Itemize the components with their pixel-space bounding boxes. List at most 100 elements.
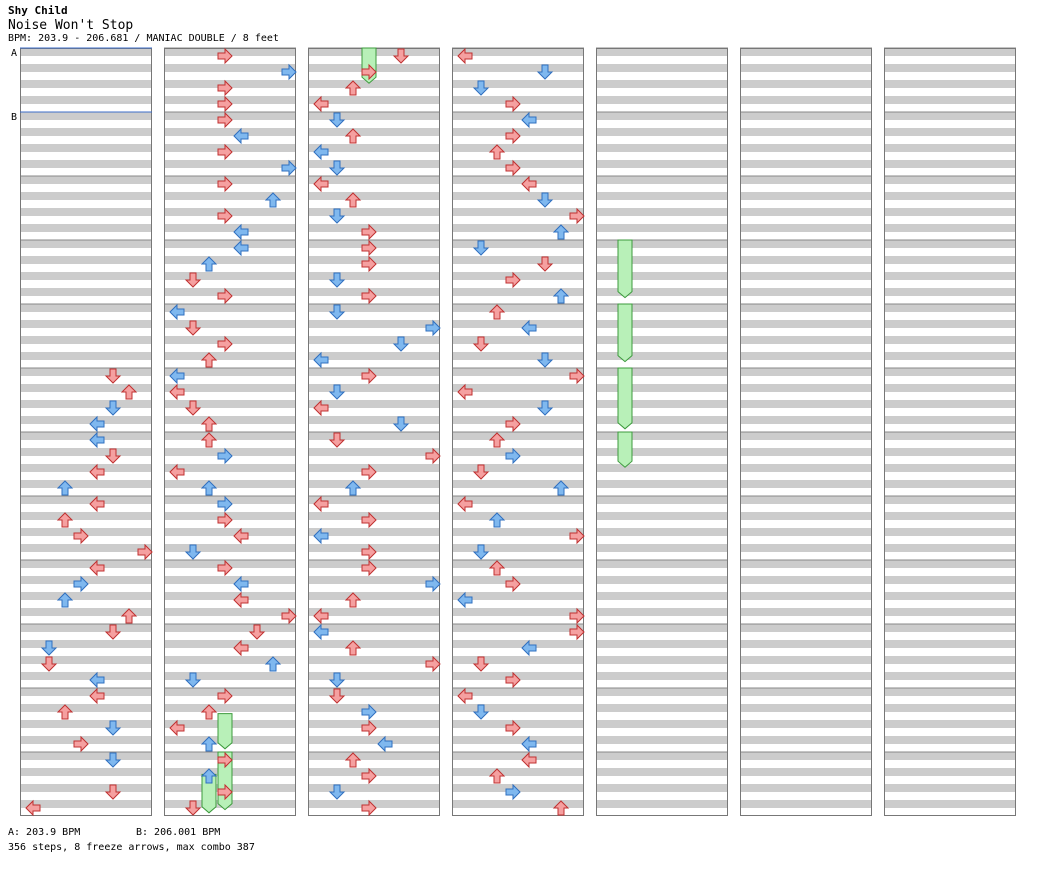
beat-stripe — [740, 608, 872, 616]
beat-stripe — [596, 192, 728, 200]
beat-stripe — [20, 576, 152, 584]
beat-stripe — [308, 672, 440, 680]
beat-stripe — [884, 256, 1016, 264]
beat-stripe — [20, 688, 152, 696]
beat-stripe — [452, 416, 584, 424]
beat-stripe — [884, 656, 1016, 664]
beat-stripe — [596, 576, 728, 584]
beat-stripe — [596, 336, 728, 344]
beat-stripe — [452, 656, 584, 664]
chart-info: BPM: 203.9 - 206.681 / MANIAC DOUBLE / 8… — [8, 33, 279, 44]
beat-stripe — [740, 416, 872, 424]
beat-stripe — [20, 64, 152, 72]
beat-stripe — [20, 672, 152, 680]
beat-stripe — [740, 384, 872, 392]
beat-stripe — [884, 688, 1016, 696]
beat-stripe — [596, 320, 728, 328]
beat-stripe — [308, 304, 440, 312]
beat-stripe — [884, 528, 1016, 536]
beat-stripe — [20, 288, 152, 296]
beat-stripe — [452, 352, 584, 360]
beat-stripe — [596, 656, 728, 664]
beat-stripe — [596, 384, 728, 392]
beat-stripe — [308, 96, 440, 104]
beat-stripe — [20, 336, 152, 344]
beat-stripe — [20, 656, 152, 664]
beat-stripe — [308, 368, 440, 376]
beat-stripe — [884, 80, 1016, 88]
beat-stripe — [164, 320, 296, 328]
beat-stripe — [20, 464, 152, 472]
beat-stripe — [20, 352, 152, 360]
beat-stripe — [308, 384, 440, 392]
beat-stripe — [884, 624, 1016, 632]
beat-stripe — [452, 720, 584, 728]
beat-stripe — [164, 240, 296, 248]
beat-stripe — [164, 496, 296, 504]
beat-stripe — [884, 640, 1016, 648]
beat-stripe — [740, 352, 872, 360]
beat-stripe — [596, 592, 728, 600]
beat-stripe — [740, 464, 872, 472]
beat-stripe — [164, 304, 296, 312]
beat-stripe — [452, 704, 584, 712]
chart-stats: 356 steps, 8 freeze arrows, max combo 38… — [8, 842, 255, 853]
beat-stripe — [452, 384, 584, 392]
beat-stripe — [740, 496, 872, 504]
song-header: Shy Child Noise Won't Stop BPM: 203.9 - … — [8, 4, 279, 44]
beat-stripe — [164, 608, 296, 616]
beat-stripe — [308, 768, 440, 776]
beat-stripe — [884, 352, 1016, 360]
beat-stripe — [164, 448, 296, 456]
beat-stripe — [884, 240, 1016, 248]
beat-stripe — [164, 416, 296, 424]
beat-stripe — [308, 160, 440, 168]
beat-stripe — [740, 144, 872, 152]
beat-stripe — [740, 512, 872, 520]
beat-stripe — [452, 224, 584, 232]
beat-stripe — [308, 528, 440, 536]
beat-stripe — [20, 112, 152, 120]
beat-stripe — [740, 336, 872, 344]
beat-stripe — [596, 528, 728, 536]
beat-stripe — [164, 480, 296, 488]
beat-stripe — [452, 560, 584, 568]
beat-stripe — [740, 224, 872, 232]
beat-stripe — [308, 544, 440, 552]
freeze-arrow — [617, 367, 633, 430]
beat-stripe — [596, 368, 728, 376]
beat-stripe — [308, 112, 440, 120]
beat-stripe — [164, 368, 296, 376]
beat-stripe — [452, 672, 584, 680]
beat-stripe — [164, 272, 296, 280]
beat-stripe — [20, 144, 152, 152]
chart-column — [164, 47, 296, 816]
beat-stripe — [740, 656, 872, 664]
beat-stripe — [596, 64, 728, 72]
beat-stripe — [20, 608, 152, 616]
beat-stripe — [740, 704, 872, 712]
beat-stripe — [740, 720, 872, 728]
beat-stripe — [308, 800, 440, 808]
beat-stripe — [164, 192, 296, 200]
beat-stripe — [164, 688, 296, 696]
beat-stripe — [308, 192, 440, 200]
beat-stripe — [308, 208, 440, 216]
beat-stripe — [452, 496, 584, 504]
column-border — [884, 48, 1016, 816]
beat-stripe — [740, 736, 872, 744]
beat-stripe — [884, 320, 1016, 328]
chart-column — [884, 47, 1016, 816]
beat-stripe — [740, 256, 872, 264]
beat-stripe — [740, 592, 872, 600]
beat-stripe — [884, 368, 1016, 376]
beat-stripe — [884, 736, 1016, 744]
beat-stripe — [596, 512, 728, 520]
beat-stripe — [20, 304, 152, 312]
beat-stripe — [884, 592, 1016, 600]
beat-stripe — [884, 48, 1016, 56]
chart-column — [740, 47, 872, 816]
beat-stripe — [20, 480, 152, 488]
beat-stripe — [740, 768, 872, 776]
beat-stripe — [452, 80, 584, 88]
